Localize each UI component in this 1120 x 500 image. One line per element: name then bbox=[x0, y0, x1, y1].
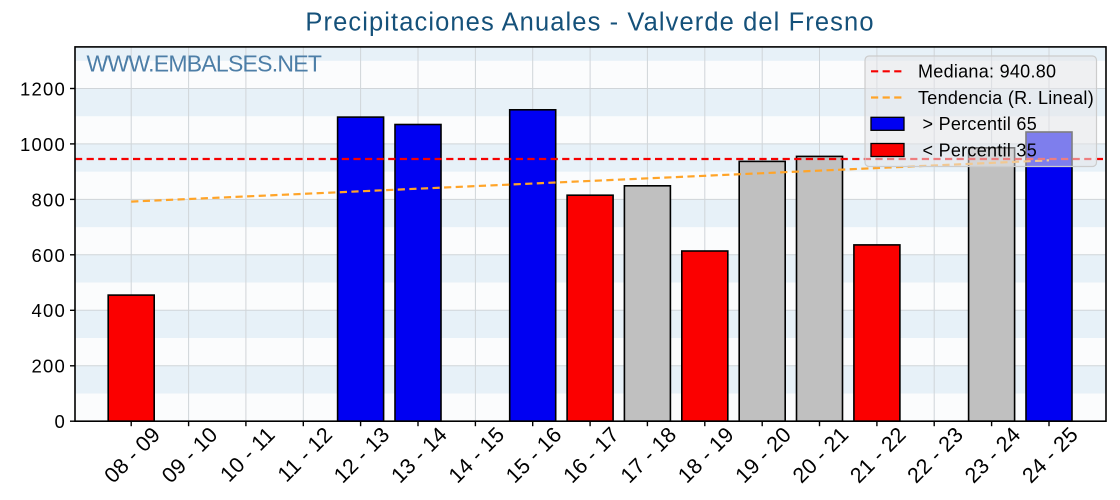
svg-text:0: 0 bbox=[55, 411, 67, 432]
svg-text:200: 200 bbox=[32, 356, 66, 377]
svg-text:1000: 1000 bbox=[20, 134, 66, 155]
svg-text:1200: 1200 bbox=[20, 78, 66, 99]
svg-text:600: 600 bbox=[32, 245, 66, 266]
svg-text:800: 800 bbox=[32, 189, 66, 210]
svg-text:< Percentil 35: < Percentil 35 bbox=[923, 140, 1038, 160]
svg-text:> Percentil 65: > Percentil 65 bbox=[923, 114, 1038, 134]
svg-text:WWW.EMBALSES.NET: WWW.EMBALSES.NET bbox=[87, 51, 322, 77]
svg-text:Precipitaciones Anuales - Valv: Precipitaciones Anuales - Valverde del F… bbox=[305, 9, 874, 37]
svg-text:400: 400 bbox=[32, 300, 66, 321]
svg-text:Mediana: 940.80: Mediana: 940.80 bbox=[918, 62, 1056, 82]
svg-text:Tendencia (R. Lineal): Tendencia (R. Lineal) bbox=[918, 88, 1094, 108]
